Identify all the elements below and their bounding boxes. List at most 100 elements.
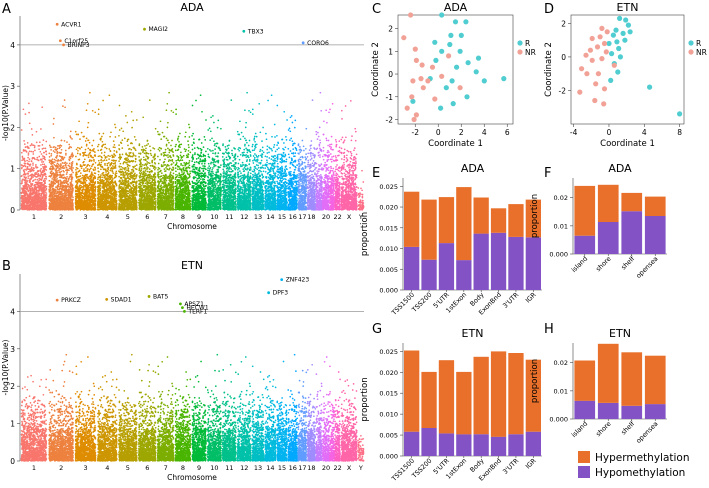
- snp-point: [21, 152, 23, 154]
- snp-point: [93, 160, 95, 162]
- snp-point: [54, 189, 56, 191]
- snp-point: [57, 167, 59, 169]
- snp-point: [79, 175, 81, 177]
- snp-point: [92, 181, 94, 183]
- snp-point: [44, 180, 46, 182]
- snp-point: [44, 166, 46, 168]
- snp-point: [70, 158, 72, 160]
- snp-point: [91, 160, 93, 162]
- snp-point: [49, 184, 51, 186]
- snp-point: [65, 182, 67, 184]
- snp-point: [59, 188, 61, 190]
- snp-point: [63, 174, 65, 176]
- snp-point: [56, 164, 58, 166]
- snp-point: [93, 140, 95, 142]
- snp-point: [82, 188, 84, 190]
- snp-point: [92, 163, 94, 165]
- snp-point: [29, 122, 31, 124]
- snp-point: [75, 200, 77, 202]
- snp-point: [92, 189, 94, 191]
- snp-point: [28, 180, 30, 182]
- snp-point: [59, 144, 61, 146]
- snp-point: [43, 164, 45, 166]
- snp-point: [38, 209, 40, 211]
- snp-point: [71, 166, 73, 168]
- snp-point: [72, 185, 74, 187]
- snp-point: [21, 129, 23, 131]
- snp-point: [58, 147, 60, 149]
- snp-point: [31, 193, 33, 195]
- snp-point: [62, 181, 64, 183]
- snp-point: [33, 174, 35, 176]
- snp-point: [28, 152, 30, 154]
- snp-point: [45, 208, 47, 210]
- snp-point: [93, 169, 95, 171]
- snp-point: [53, 150, 55, 152]
- snp-point: [26, 203, 28, 205]
- snp-point: [40, 170, 42, 172]
- snp-point: [50, 184, 52, 186]
- snp-point: [89, 191, 91, 193]
- snp-point: [59, 201, 61, 203]
- snp-point: [71, 180, 73, 182]
- snp-point: [56, 152, 58, 154]
- snp-point: [78, 120, 80, 122]
- chart-title: ADA: [180, 1, 204, 14]
- snp-point: [87, 164, 89, 166]
- snp-point: [45, 204, 47, 206]
- snp-point: [85, 154, 87, 156]
- snp-point: [41, 183, 43, 185]
- snp-point: [38, 193, 40, 195]
- snp-point: [27, 166, 29, 168]
- snp-point: [35, 204, 37, 206]
- snp-point: [92, 193, 94, 195]
- snp-point: [94, 155, 96, 157]
- snp-point: [25, 178, 27, 180]
- snp-point: [88, 206, 90, 208]
- snp-point: [45, 198, 47, 200]
- snp-point: [28, 112, 30, 114]
- snp-point: [32, 207, 34, 209]
- snp-point: [23, 174, 25, 176]
- snp-point: [43, 208, 45, 210]
- snp-point: [69, 160, 71, 162]
- snp-point: [71, 206, 73, 208]
- snp-point: [49, 207, 51, 209]
- snp-point: [69, 176, 71, 178]
- snp-point: [62, 162, 64, 164]
- snp-point: [82, 183, 84, 185]
- snp-point: [34, 172, 36, 174]
- snp-point: [26, 185, 28, 187]
- snp-point: [42, 174, 44, 176]
- snp-point: [53, 146, 55, 148]
- snp-point: [57, 145, 59, 147]
- snp-point: [55, 160, 57, 162]
- snp-point: [70, 147, 72, 149]
- snp-point: [80, 182, 82, 184]
- snp-point: [35, 191, 37, 193]
- snp-point: [50, 149, 52, 151]
- snp-point: [66, 167, 68, 169]
- snp-point: [26, 187, 28, 189]
- snp-point: [21, 196, 23, 198]
- snp-point: [54, 173, 56, 175]
- snp-point: [35, 176, 37, 178]
- snp-point: [55, 186, 57, 188]
- snp-point: [33, 167, 35, 169]
- snp-point: [87, 140, 89, 142]
- snp-point: [29, 208, 31, 210]
- snp-point: [37, 187, 39, 189]
- snp-point: [41, 200, 43, 202]
- snp-point: [52, 182, 54, 184]
- snp-point: [87, 127, 89, 129]
- snp-point: [76, 177, 78, 179]
- snp-point: [45, 176, 47, 178]
- snp-point: [43, 187, 45, 189]
- snp-point: [41, 161, 43, 163]
- snp-point: [52, 185, 54, 187]
- snp-point: [42, 192, 44, 194]
- snp-point: [24, 183, 26, 185]
- snp-point: [30, 163, 32, 165]
- snp-point: [83, 164, 85, 166]
- snp-point: [45, 148, 47, 150]
